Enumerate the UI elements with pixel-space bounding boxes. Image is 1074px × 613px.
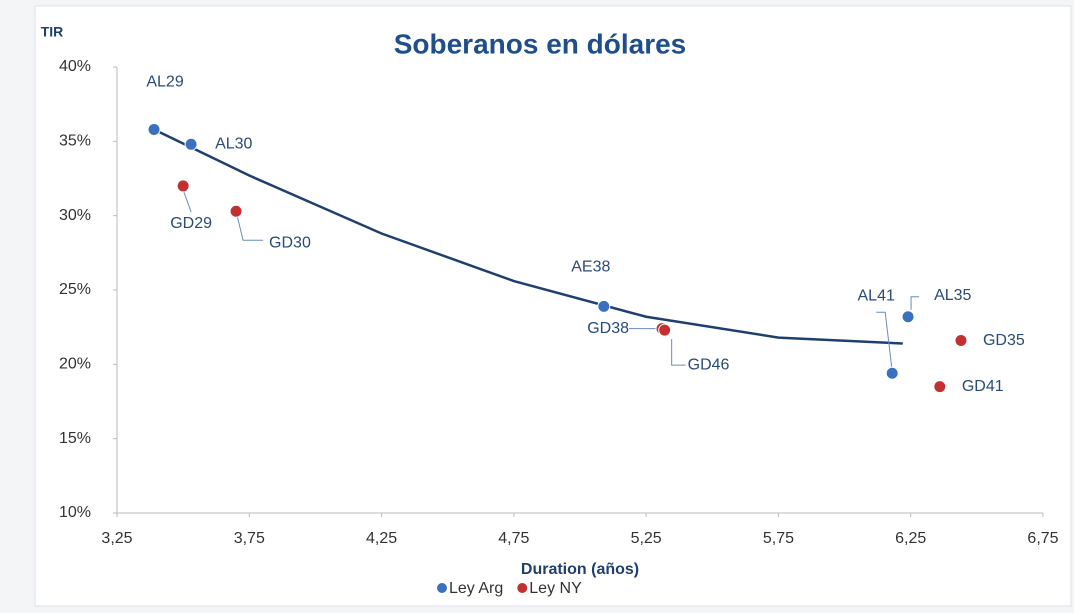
point	[176, 179, 190, 193]
leader-line	[910, 296, 920, 310]
x-tick-label: 6,25	[895, 530, 926, 547]
legend-marker	[437, 583, 447, 593]
point	[933, 380, 947, 394]
y-axis-label: TIR	[41, 24, 64, 40]
y-tick-label: 35%	[59, 133, 91, 150]
point-label: AL35	[934, 287, 971, 304]
legend-label: Ley NY	[529, 580, 582, 597]
trendline	[153, 128, 903, 345]
point	[885, 366, 899, 380]
leader-line	[876, 311, 893, 372]
x-tick-label: 4,75	[498, 530, 529, 547]
point	[147, 122, 161, 136]
y-tick-label: 20%	[59, 356, 91, 373]
y-tick-label: 30%	[59, 207, 91, 224]
point-label: GD30	[269, 234, 311, 251]
x-tick-label: 5,75	[763, 530, 794, 547]
x-tick-label: 3,75	[234, 530, 265, 547]
point-label: AE38	[571, 259, 610, 276]
y-tick-label: 25%	[59, 281, 91, 298]
point-label: AL41	[858, 287, 895, 304]
x-tick-label: 4,25	[366, 530, 397, 547]
leader-line	[182, 189, 192, 213]
point	[597, 299, 611, 313]
x-axis-label: Duration (años)	[521, 561, 639, 578]
x-tick-label: 3,25	[101, 530, 132, 547]
point	[901, 310, 915, 324]
point-label: GD46	[688, 356, 730, 373]
point	[658, 323, 672, 337]
point-label: GD29	[170, 215, 212, 232]
point-label: GD41	[962, 378, 1004, 395]
point	[184, 137, 198, 151]
y-tick-label: 15%	[59, 430, 91, 447]
legend-marker	[517, 583, 528, 593]
chart-area	[34, 5, 1072, 607]
point	[229, 204, 243, 218]
point-label: AL30	[215, 136, 252, 153]
leader-line	[235, 211, 264, 241]
point-label: GD35	[983, 332, 1025, 349]
leader-line	[671, 339, 686, 366]
x-tick-label: 5,25	[631, 530, 662, 547]
chart-title: Soberanos en dólares	[394, 28, 687, 59]
y-tick-label: 40%	[59, 58, 91, 75]
x-tick-label: 6,75	[1027, 530, 1058, 547]
point	[954, 334, 968, 348]
legend-label: Ley Arg	[449, 580, 503, 597]
point-label: GD38	[587, 320, 629, 337]
y-tick-label: 10%	[59, 504, 91, 521]
point-label: AL29	[146, 74, 183, 91]
